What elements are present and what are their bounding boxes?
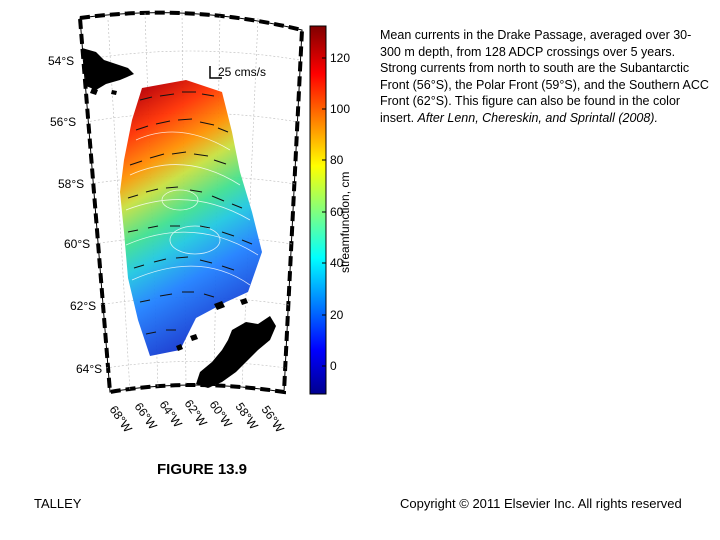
colorbar [309, 25, 327, 395]
lat-label-56s: 56°S [50, 115, 77, 129]
scale-vector [209, 66, 222, 79]
colorbar-tick-20: 20 [330, 308, 344, 322]
tierra-del-fuego-islands [90, 88, 117, 95]
lat-label-62s: 62°S [70, 299, 97, 313]
figure-caption: Mean currents in the Drake Passage, aver… [380, 27, 710, 126]
lat-label-54s: 54°S [48, 54, 75, 68]
antarctic-peninsula-land [196, 316, 276, 388]
scale-vector-label: 25 cms/s [218, 65, 267, 79]
colorbar-title: streamfunction, cm [338, 171, 352, 273]
figure-label: FIGURE 13.9 [157, 461, 248, 478]
streamfunction-contours [125, 131, 259, 286]
caption-text: Mean currents in the Drake Passage, aver… [380, 28, 709, 125]
current-vectors [127, 91, 253, 335]
colorbar-tick-60: 60 [330, 205, 344, 219]
author-label: TALLEY [34, 496, 82, 511]
colorbar-tick-40: 40 [330, 256, 344, 270]
land-masses [82, 48, 276, 388]
colorbar-tick-0: 0 [330, 359, 337, 373]
lat-label-58s: 58°S [58, 177, 85, 191]
lat-label-60s: 60°S [64, 237, 91, 251]
colorbar-tick-80: 80 [330, 153, 344, 167]
colorbar-tick-120: 120 [330, 51, 351, 65]
colorbar-ticks [322, 57, 326, 367]
south-shetland-islands [176, 298, 248, 351]
caption-citation: After Lenn, Chereskin, and Sprintall (20… [417, 110, 658, 125]
copyright-notice: Copyright © 2011 Elsevier Inc. All right… [400, 496, 682, 511]
south-america-land [82, 48, 134, 90]
colorbar-tick-100: 100 [330, 102, 351, 116]
lat-label-64s: 64°S [76, 362, 103, 376]
streamfunction-field [120, 80, 262, 356]
